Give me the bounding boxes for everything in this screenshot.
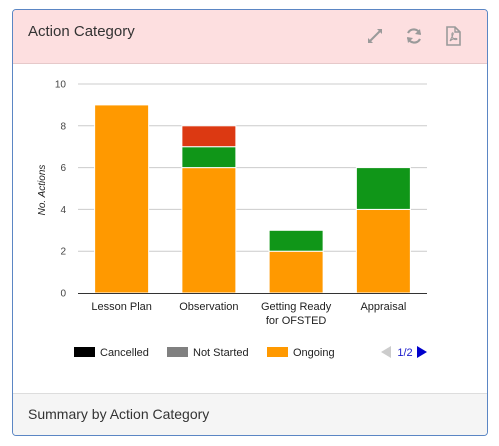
legend-prev-icon[interactable] — [381, 346, 391, 358]
x-category-label: Observation — [179, 301, 238, 313]
chart-bars — [94, 104, 411, 294]
panel-footer: Summary by Action Category — [13, 393, 487, 435]
x-category-label: Getting Ready — [261, 301, 332, 313]
pdf-icon[interactable] — [442, 25, 464, 47]
y-tick-label: 2 — [60, 247, 66, 258]
footer-summary-label: Summary by Action Category — [28, 406, 210, 422]
bar-segment — [268, 250, 324, 294]
legend-next-icon[interactable] — [417, 346, 427, 358]
y-tick-label: 10 — [55, 80, 67, 91]
y-tick-label: 4 — [60, 205, 66, 216]
bar-segment — [355, 167, 411, 210]
bar-segment — [268, 229, 324, 252]
panel-title: Action Category — [28, 23, 135, 40]
y-tick-label: 8 — [60, 121, 66, 132]
x-category-label: Appraisal — [360, 301, 406, 313]
legend-swatch — [267, 347, 288, 357]
chart-legend: Cancelled Not Started Ongoing 1/2 — [74, 346, 427, 359]
y-tick-label: 0 — [60, 289, 66, 300]
bar-segment — [181, 125, 237, 148]
refresh-icon[interactable] — [403, 25, 425, 47]
chart-axes: 0 2 4 6 8 10 Lesson Plan Observation Getting Rea… — [55, 80, 427, 327]
bar-segment — [355, 208, 411, 294]
bar-segment — [94, 104, 150, 294]
legend-label: Ongoing — [293, 347, 335, 359]
legend-swatch — [74, 347, 95, 357]
bar-segment — [181, 167, 237, 294]
y-axis-label: No. Actions — [37, 165, 48, 216]
legend-label: Not Started — [193, 347, 249, 359]
legend-label: Cancelled — [100, 347, 149, 359]
panel-header: Action Category — [13, 10, 487, 64]
legend-swatch — [167, 347, 188, 357]
expand-icon[interactable] — [364, 25, 386, 47]
legend-page-indicator: 1/2 — [397, 347, 412, 359]
x-category-label: for OFSTED — [266, 315, 327, 327]
y-tick-label: 6 — [60, 163, 66, 174]
x-category-label: Lesson Plan — [91, 301, 152, 313]
bar-segment — [181, 146, 237, 169]
